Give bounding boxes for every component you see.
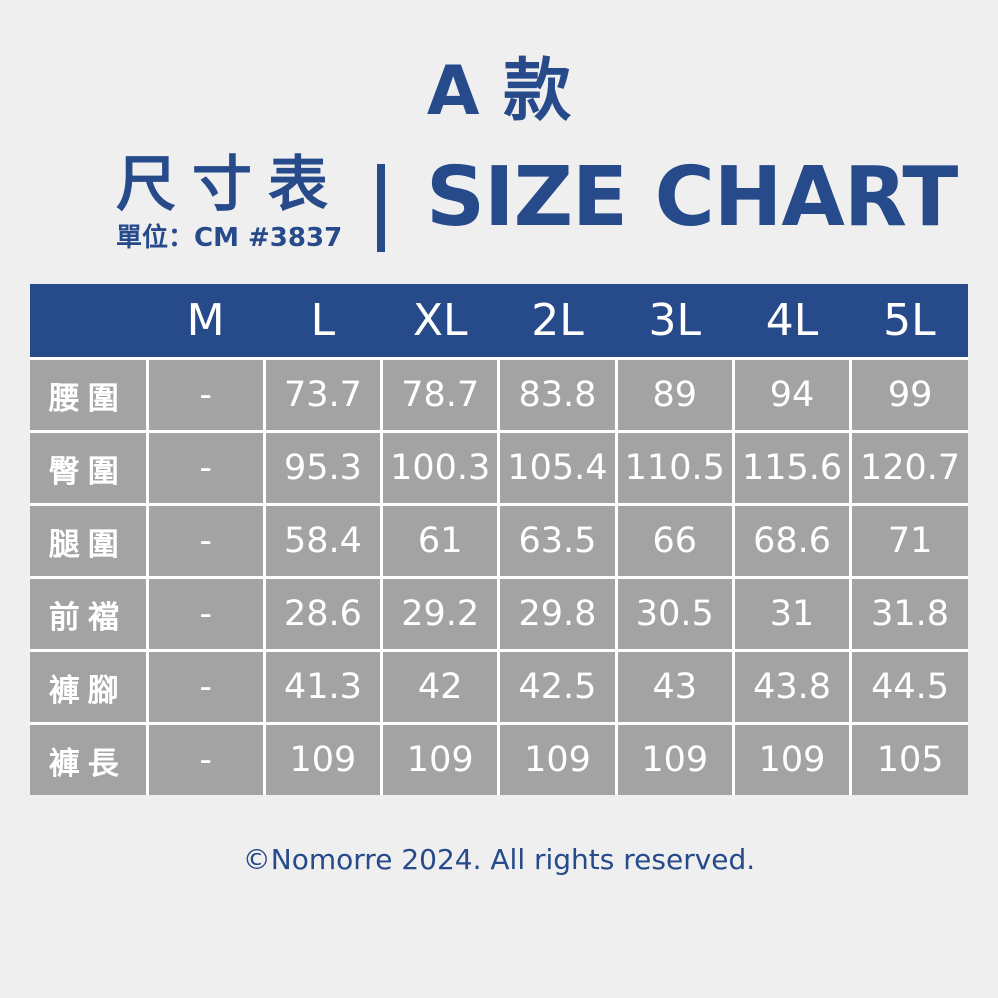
measurement-cell: 68.6 <box>731 503 853 579</box>
measurement-cell: - <box>145 430 266 506</box>
measurement-cell: - <box>145 503 266 579</box>
measurement-cell: 109 <box>262 722 384 795</box>
header-cell-size-xl: XL <box>381 284 499 359</box>
row-label: 腿圍 <box>30 503 149 579</box>
measurement-cell: 105 <box>849 722 968 795</box>
measurement-cell: 109 <box>614 722 735 795</box>
measurement-cell: 73.7 <box>262 357 384 433</box>
unit-label: 單位：CM #3837 <box>116 223 343 253</box>
measurement-cell: 43.8 <box>731 649 853 725</box>
header-cell-size-3l: 3L <box>616 284 734 359</box>
header-cell-size-l: L <box>264 284 382 359</box>
size-chart-title-chinese: 尺寸表 <box>116 150 344 220</box>
style-title: A 款 <box>426 52 572 131</box>
measurement-cell: 95.3 <box>262 430 384 506</box>
size-chart-title-english: SIZE CHART <box>426 150 958 245</box>
measurement-cell: - <box>145 576 266 652</box>
copyright-footer: ©Nomorre 2024. All rights reserved. <box>242 843 756 876</box>
measurement-cell: 63.5 <box>497 503 618 579</box>
row-label: 褲腳 <box>30 649 149 725</box>
measurement-cell: 29.2 <box>380 576 501 652</box>
measurement-cell: 58.4 <box>262 503 384 579</box>
table-row: 褲長 -109 109 109 109 109 105 <box>30 722 968 795</box>
header-cell-size-5l: 5L <box>850 284 968 359</box>
header-cell-size-2l: 2L <box>498 284 617 359</box>
table-row: 臀圍 -95.3 100.3 105.4 110.5 115.6 120.7 <box>30 430 968 506</box>
measurement-cell: 61 <box>380 503 501 579</box>
measurement-cell: 99 <box>849 357 968 433</box>
measurement-cell: - <box>145 649 266 725</box>
row-label: 臀圍 <box>30 430 149 506</box>
measurement-cell: 31.8 <box>849 576 968 652</box>
measurement-cell: 31 <box>731 576 853 652</box>
measurement-cell: 42.5 <box>497 649 618 725</box>
row-label: 前襠 <box>30 576 149 652</box>
measurement-cell: 109 <box>731 722 853 795</box>
measurement-cell: 66 <box>614 503 735 579</box>
measurement-cell: 28.6 <box>262 576 384 652</box>
measurement-cell: 44.5 <box>849 649 968 725</box>
header-cell-size-m: M <box>147 284 265 359</box>
header-cell-corner <box>30 284 147 359</box>
size-header-row: M L XL 2L 3L 4L 5L <box>30 284 968 359</box>
measurement-cell: 110.5 <box>614 430 735 506</box>
measurement-cell: 43 <box>614 649 735 725</box>
title-divider <box>377 164 385 252</box>
measurement-cell: 100.3 <box>380 430 501 506</box>
header-cell-size-4l: 4L <box>733 284 851 359</box>
measurement-cell: 29.8 <box>497 576 618 652</box>
measurement-cell: 78.7 <box>380 357 501 433</box>
table-row: 褲腳 -41.3 42 42.5 43 43.8 44.5 <box>30 649 968 725</box>
measurement-cell: 94 <box>731 357 853 433</box>
table-row: 腰圍 -73.7 78.7 83.8 89 94 99 <box>30 357 968 433</box>
size-chart-table: M L XL 2L 3L 4L 5L 腰圍 -73.7 78.7 83.8 89 94 99… <box>30 284 968 795</box>
row-label: 腰圍 <box>30 357 149 433</box>
measurement-cell: 109 <box>497 722 618 795</box>
measurement-cell: 120.7 <box>849 430 968 506</box>
measurement-cell: - <box>145 722 266 795</box>
measurement-cell: 42 <box>380 649 501 725</box>
measurement-cell: 71 <box>849 503 968 579</box>
measurement-cell: 105.4 <box>497 430 618 506</box>
measurement-cell: 41.3 <box>262 649 384 725</box>
measurement-cell: 109 <box>380 722 501 795</box>
row-label: 褲長 <box>30 722 149 795</box>
table-row: 腿圍 -58.4 61 63.5 66 68.6 71 <box>30 503 968 579</box>
measurement-cell: 30.5 <box>614 576 735 652</box>
measurement-cell: - <box>145 357 266 433</box>
measurement-cell: 89 <box>614 357 735 433</box>
measurement-cell: 115.6 <box>731 430 853 506</box>
measurement-cell: 83.8 <box>497 357 618 433</box>
table-row: 前襠 -28.6 29.2 29.8 30.5 31 31.8 <box>30 576 968 652</box>
